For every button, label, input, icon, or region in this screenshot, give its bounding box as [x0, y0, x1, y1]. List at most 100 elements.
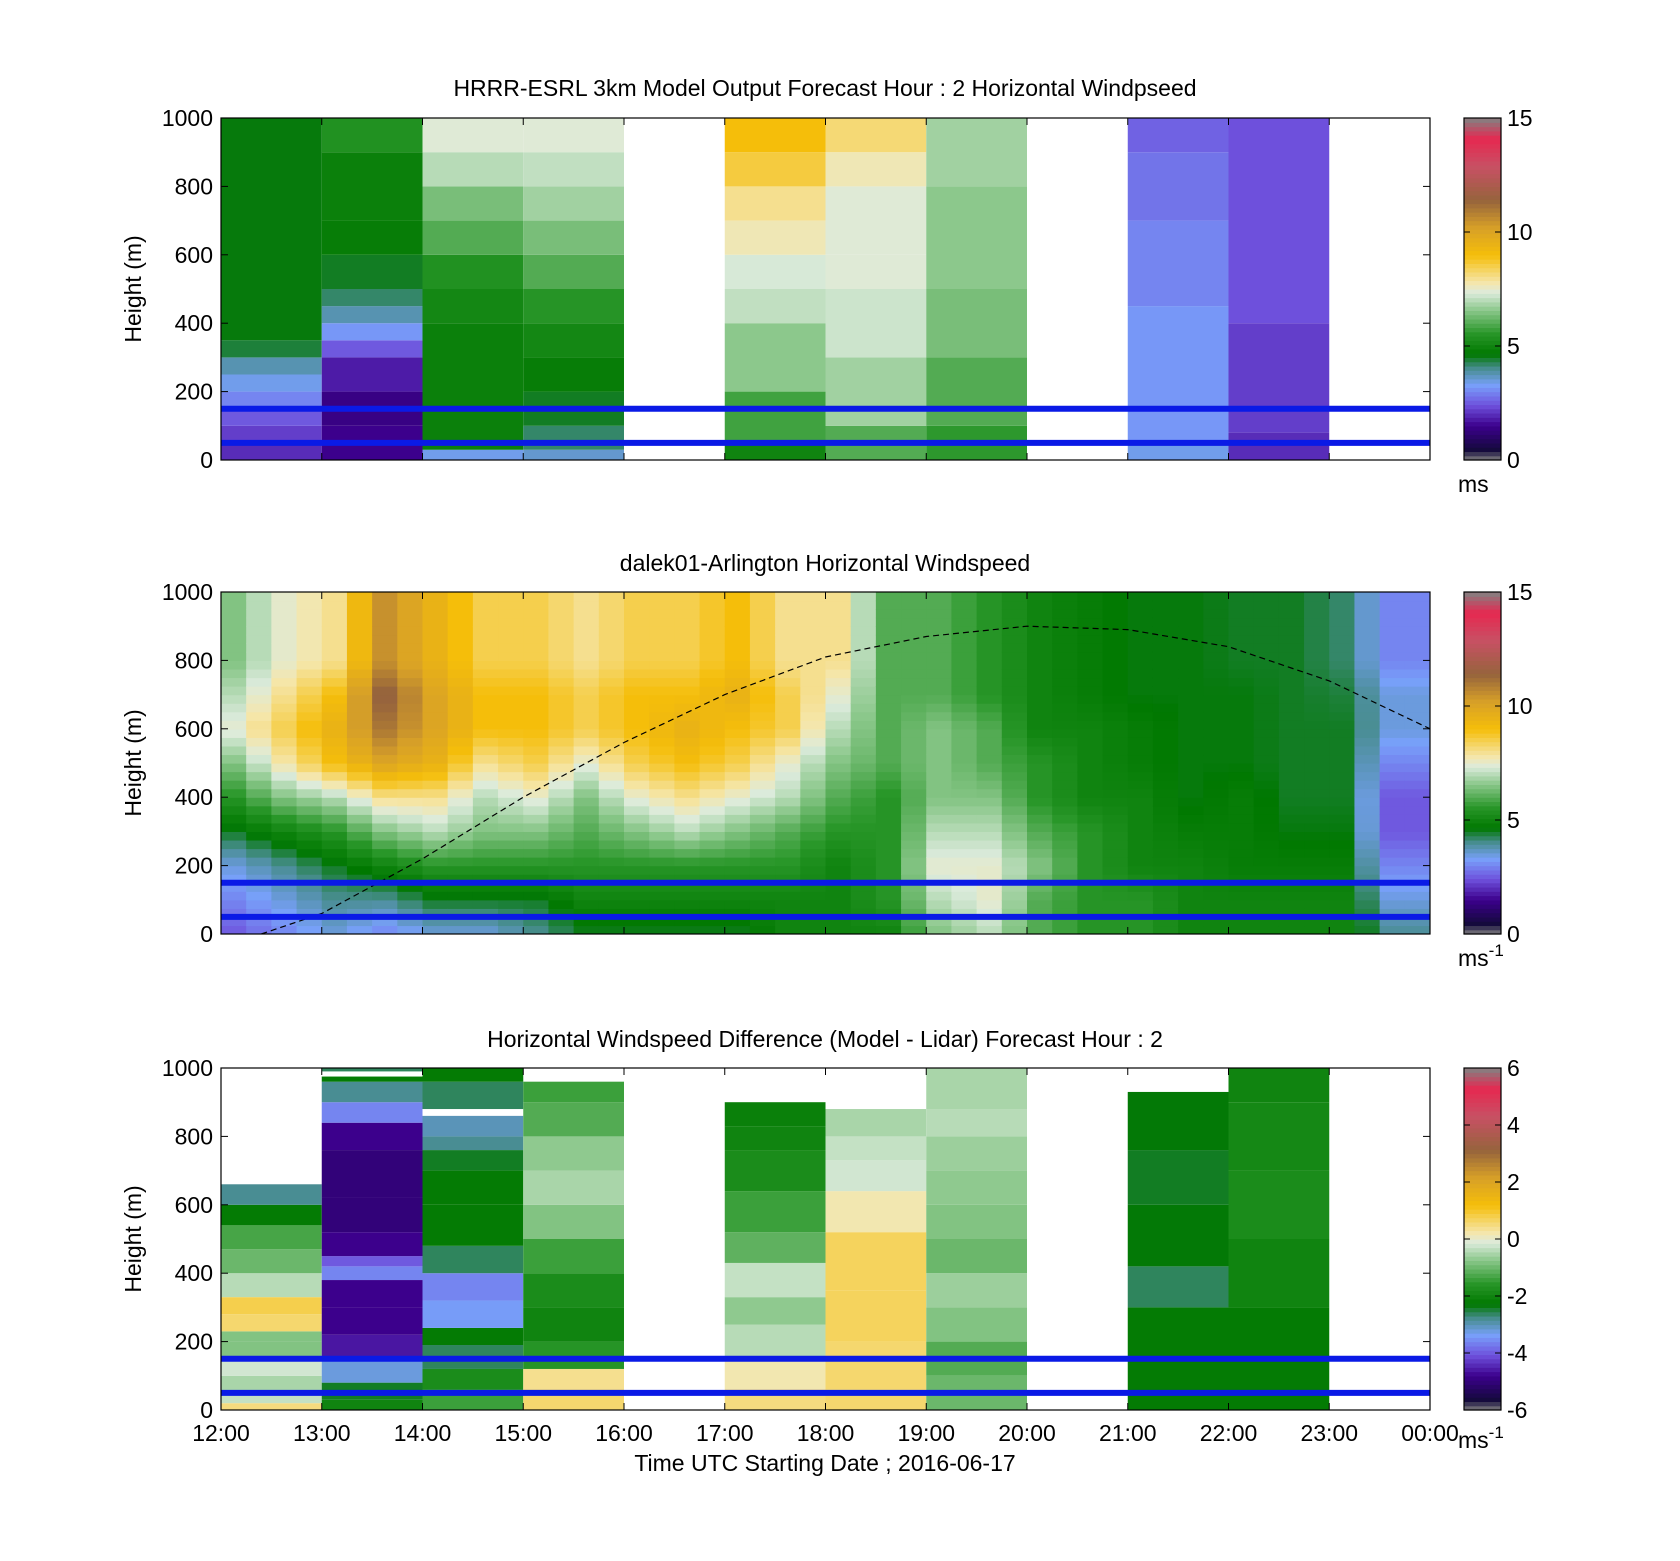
heatmap-cell: [1379, 600, 1406, 610]
heatmap-cell: [1027, 728, 1053, 738]
heatmap-cell: [1102, 711, 1129, 721]
heatmap-cell: [321, 152, 423, 221]
colorbar-tick-label: 2: [1507, 1169, 1520, 1195]
heatmap-cell: [926, 848, 953, 858]
heatmap-cell: [372, 694, 398, 704]
colorbar-frame: [1463, 591, 1502, 935]
heatmap-cell: [498, 899, 524, 909]
heatmap-cell: [1102, 668, 1129, 679]
heatmap-cell: [271, 908, 298, 918]
heatmap-cell: [825, 686, 852, 696]
heatmap-cell: [875, 874, 902, 884]
colorbar-segment: [1464, 1367, 1501, 1373]
heatmap-cell: [649, 822, 675, 832]
heatmap-cell: [1127, 592, 1154, 602]
heatmap-cell: [1052, 788, 1078, 798]
heatmap-cell: [246, 925, 272, 934]
heatmap-cell: [1278, 899, 1305, 909]
colorbar-segment: [1464, 784, 1501, 790]
colorbar-segment: [1464, 139, 1501, 145]
colorbar-segment: [1464, 1350, 1501, 1356]
heatmap-cell: [825, 668, 852, 679]
heatmap-cell: [699, 797, 726, 807]
heatmap-cell: [1052, 891, 1078, 901]
heatmap-cell: [1329, 651, 1356, 661]
heatmap-cell: [372, 626, 398, 636]
heatmap-cell: [372, 805, 398, 815]
heatmap-cell: [346, 874, 373, 884]
heatmap-cell: [1077, 797, 1104, 807]
heatmap-cell: [498, 780, 524, 790]
heatmap-cell: [548, 600, 575, 610]
heatmap-cell: [624, 839, 650, 850]
heatmap-cell: [1228, 848, 1255, 858]
colorbar-segment: [1464, 1281, 1501, 1287]
heatmap-cell: [372, 643, 398, 653]
heatmap-cell: [598, 874, 625, 884]
heatmap-cell: [800, 891, 827, 901]
heatmap-cell: [976, 660, 1003, 670]
heatmap-cell: [1203, 694, 1230, 704]
colorbar-segment: [1464, 886, 1501, 892]
y-tick-label: 1000: [162, 105, 213, 131]
heatmap-cell: [649, 857, 675, 867]
colorbar-segment: [1464, 741, 1501, 747]
heatmap-cell: [825, 1232, 927, 1291]
heatmap-cell: [1203, 600, 1230, 610]
colorbar-segment: [1464, 430, 1501, 435]
heatmap-cell: [598, 788, 625, 798]
heatmap-cell: [1178, 805, 1204, 815]
heatmap-cell: [1253, 908, 1280, 918]
heatmap-cell: [548, 925, 575, 934]
heatmap-cell: [246, 882, 272, 892]
heatmap-cell: [523, 1204, 624, 1239]
heatmap-cell: [296, 643, 323, 653]
colorbar-segment: [1464, 1277, 1501, 1283]
heatmap-cell: [346, 788, 373, 798]
heatmap-cell: [523, 728, 550, 738]
heatmap-cell: [447, 891, 474, 901]
heatmap-cell: [1127, 780, 1154, 790]
heatmap-cell: [1278, 634, 1305, 644]
heatmap-cell: [724, 822, 751, 832]
heatmap-cell: [1278, 737, 1305, 747]
heatmap-cell: [951, 822, 978, 832]
heatmap-cell: [1354, 651, 1381, 661]
heatmap-cell: [1077, 720, 1104, 730]
heatmap-cell: [1203, 609, 1230, 619]
heatmap-cell: [1001, 643, 1028, 653]
heatmap-cell: [422, 720, 449, 730]
heatmap-cell: [397, 839, 424, 850]
heatmap-cell: [523, 634, 550, 644]
heatmap-cell: [346, 720, 373, 730]
heatmap-cell: [1304, 771, 1330, 781]
heatmap-cell: [1127, 745, 1154, 756]
heatmap-cell: [246, 780, 272, 790]
heatmap-cell: [1052, 916, 1078, 927]
heatmap-cell: [447, 805, 474, 815]
heatmap-cell: [901, 805, 927, 815]
heatmap-cell: [1278, 694, 1305, 704]
heatmap-cell: [724, 323, 826, 392]
heatmap-cell: [1404, 822, 1430, 832]
heatmap-cell: [1102, 643, 1129, 653]
heatmap-cell: [321, 340, 423, 358]
heatmap-cell: [875, 694, 902, 704]
x-tick-label: 16:00: [595, 1420, 653, 1446]
heatmap-cell: [271, 617, 298, 627]
heatmap-cell: [951, 797, 978, 807]
heatmap-cell: [498, 745, 524, 756]
colorbar-segment: [1464, 686, 1501, 691]
heatmap-cell: [850, 916, 877, 927]
colorbar-segment: [1464, 690, 1501, 696]
heatmap-cell: [397, 831, 424, 841]
heatmap-cell: [246, 720, 272, 730]
heatmap-cell: [1001, 634, 1028, 644]
heatmap-cell: [1102, 925, 1129, 934]
heatmap-cell: [649, 865, 675, 875]
colorbar-segment: [1464, 1209, 1501, 1214]
heatmap-cell: [246, 643, 272, 653]
heatmap-cell: [271, 592, 298, 602]
heatmap-cell: [1152, 668, 1179, 679]
heatmap-cell: [875, 822, 902, 832]
